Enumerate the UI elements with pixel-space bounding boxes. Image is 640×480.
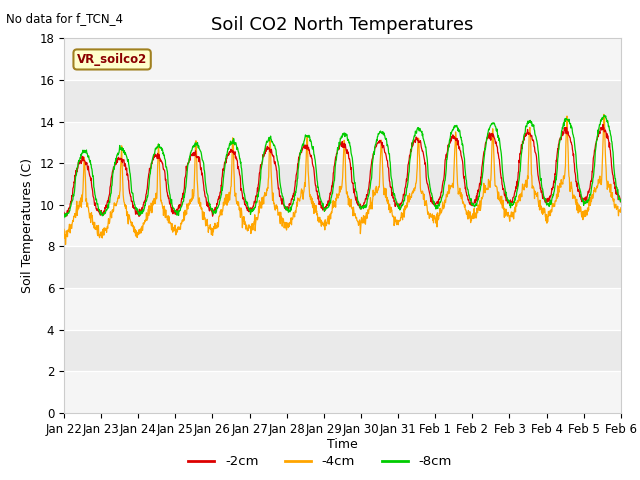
-4cm [600, 111, 607, 117]
-8cm [60, 215, 68, 220]
-8cm [246, 206, 254, 212]
-2cm [184, 160, 192, 166]
-8cm [551, 186, 559, 192]
-8cm [170, 207, 178, 213]
-2cm [171, 208, 179, 214]
-4cm [551, 198, 559, 204]
Bar [64, 330, 621, 371]
-2cm [502, 194, 509, 200]
-8cm [502, 190, 509, 196]
-4cm [429, 215, 437, 221]
Line: -2cm: -2cm [64, 124, 621, 216]
-2cm [599, 121, 607, 127]
-2cm [135, 214, 143, 219]
-2cm [429, 201, 437, 206]
X-axis label: Time: Time [327, 438, 358, 451]
-8cm [429, 197, 436, 203]
Bar [64, 288, 621, 330]
Text: VR_soilco2: VR_soilco2 [77, 53, 147, 66]
-4cm [60, 227, 68, 232]
-4cm [61, 241, 69, 247]
-8cm [184, 162, 191, 168]
Text: No data for f_TCN_4: No data for f_TCN_4 [6, 12, 124, 25]
Title: Soil CO2 North Temperatures: Soil CO2 North Temperatures [211, 16, 474, 34]
Y-axis label: Soil Temperatures (C): Soil Temperatures (C) [20, 158, 34, 293]
-4cm [171, 227, 179, 232]
Bar [64, 163, 621, 205]
-4cm [617, 205, 625, 211]
Bar [64, 205, 621, 246]
-8cm [600, 112, 608, 118]
-4cm [502, 206, 509, 212]
Bar [64, 246, 621, 288]
Bar [64, 80, 621, 121]
-2cm [551, 171, 559, 177]
-2cm [60, 209, 68, 215]
Line: -8cm: -8cm [64, 115, 621, 217]
Line: -4cm: -4cm [64, 114, 621, 244]
Bar [64, 38, 621, 80]
Bar [64, 121, 621, 163]
Bar [64, 371, 621, 413]
-4cm [184, 204, 192, 210]
-4cm [246, 224, 254, 230]
-2cm [246, 207, 254, 213]
Legend: -2cm, -4cm, -8cm: -2cm, -4cm, -8cm [183, 450, 457, 473]
-2cm [617, 198, 625, 204]
-8cm [617, 199, 625, 204]
